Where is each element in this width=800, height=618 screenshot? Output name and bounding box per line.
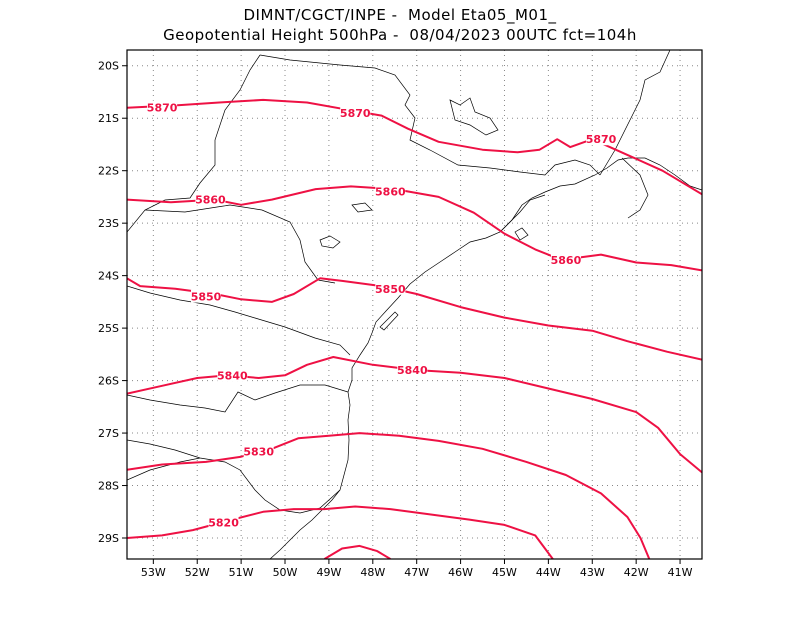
state-border	[599, 50, 671, 176]
contour-line-5860	[127, 185, 702, 272]
island	[514, 227, 529, 241]
contour-line-unlabeled	[323, 544, 391, 559]
geopotential-contours	[127, 98, 702, 559]
x-tick-label: 53W	[141, 566, 166, 579]
state-border	[127, 384, 349, 413]
x-tick-label: 45W	[492, 566, 517, 579]
coastline-and-borders-map	[127, 50, 702, 559]
y-tick-label: 27S	[98, 427, 119, 440]
y-tick-label: 26S	[98, 375, 119, 388]
y-tick-label: 24S	[98, 270, 119, 283]
x-tick-label: 47W	[404, 566, 429, 579]
contour-label: 5820	[208, 516, 239, 529]
x-tick-label: 48W	[360, 566, 385, 579]
contour-label: 5840	[217, 369, 248, 382]
contour-line-5870	[127, 98, 702, 196]
state-border	[499, 194, 546, 233]
y-tick-label: 22S	[98, 165, 119, 178]
contour-label: 5860	[551, 254, 582, 267]
x-tick-label: 51W	[229, 566, 254, 579]
contour-label: 5870	[586, 133, 617, 146]
coastline	[269, 157, 702, 559]
contour-label-background	[375, 281, 406, 295]
y-tick-label: 20S	[98, 60, 119, 73]
contour-line-5830	[127, 432, 651, 559]
axes: 53W 52W 51W 50W 49W 48W 47W 46W 45W 44W 43W 42W 41W 2…	[98, 60, 693, 579]
contour-label-background	[550, 252, 581, 266]
contour-label: 5860	[375, 186, 406, 199]
y-tick-label: 25S	[98, 322, 119, 335]
lake	[319, 235, 341, 249]
x-tick-label: 49W	[316, 566, 341, 579]
state-border	[127, 439, 341, 514]
state-border	[127, 285, 351, 356]
y-tick-label: 21S	[98, 112, 119, 125]
island	[379, 311, 399, 331]
grid	[127, 50, 702, 559]
state-border	[621, 157, 649, 219]
x-tick-label: 42W	[624, 566, 649, 579]
contour-label-background	[243, 444, 274, 458]
x-tick-label: 46W	[448, 566, 473, 579]
state-border	[127, 54, 261, 233]
contour-label-background	[191, 289, 222, 303]
country-border	[127, 457, 201, 481]
x-tick-label: 43W	[580, 566, 605, 579]
x-tick-label: 44W	[536, 566, 561, 579]
state-border	[259, 54, 601, 176]
contour-line-5820	[127, 505, 554, 559]
lake	[351, 202, 373, 213]
contour-label-background	[397, 363, 428, 377]
state-border	[144, 204, 336, 284]
contour-label-background	[586, 132, 617, 146]
contour-label-background	[208, 515, 239, 529]
x-tick-label: 41W	[668, 566, 693, 579]
contour-label: 5870	[147, 102, 178, 115]
chart-title-line-1: DIMNT/CGCT/INPE - Model Eta05_M01_	[243, 6, 557, 24]
y-tick-label: 29S	[98, 532, 119, 545]
y-tick-label: 28S	[98, 480, 119, 493]
x-tick-label: 50W	[273, 566, 298, 579]
contour-label-background	[375, 184, 406, 198]
contour-label-background	[147, 100, 178, 114]
contour-labels: 5870 5870 5870 5860 5860 5860 5850 5850 5840 5840…	[147, 100, 617, 529]
chart-title-line-2: Geopotential Height 500hPa - 08/04/2023 …	[163, 26, 637, 44]
contour-label: 5850	[191, 291, 222, 304]
contour-label: 5840	[397, 364, 428, 377]
x-tick-label: 52W	[185, 566, 210, 579]
y-tick-label: 23S	[98, 217, 119, 230]
contour-label-background	[195, 192, 226, 206]
plot-frame	[126, 49, 703, 560]
contour-label-background	[340, 105, 371, 119]
contour-label: 5860	[195, 194, 226, 207]
lake	[449, 97, 499, 136]
contour-label-background	[217, 368, 248, 382]
contour-label: 5830	[243, 445, 274, 458]
contour-label: 5850	[375, 283, 406, 296]
contour-label: 5870	[340, 107, 371, 120]
